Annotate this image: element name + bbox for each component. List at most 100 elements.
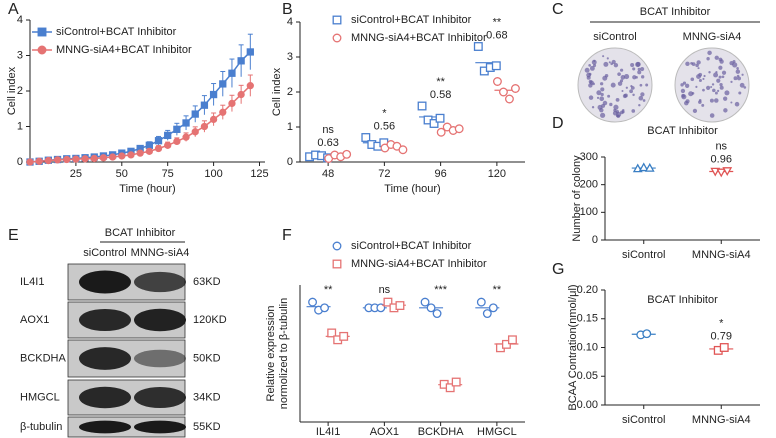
- data-point: [191, 128, 199, 136]
- data-point: [432, 309, 442, 318]
- data-point: [209, 115, 218, 124]
- blot-band: [79, 308, 131, 332]
- blot-band: [134, 420, 186, 434]
- colony: [638, 104, 641, 107]
- p-value-label: 0.63: [317, 137, 338, 149]
- blot: IL4I1 63KD AOX1 120KD BCKDHA 50KD HMGCL 34KD β-t…: [20, 263, 227, 438]
- y-axis-label: Cell index: [6, 66, 18, 115]
- legend-label: siControl+BCAT Inhibitor: [56, 26, 177, 38]
- colony: [743, 86, 747, 89]
- colony: [596, 96, 600, 99]
- x-axis-label: Time (hour): [119, 183, 175, 195]
- y-tick-label: 1: [17, 120, 23, 132]
- data-point: [445, 383, 455, 393]
- blot-band: [79, 270, 131, 294]
- y-tick-label: 0.10: [577, 341, 598, 353]
- y-axis-label: BCAA Contration(nmol/μl): [567, 284, 579, 410]
- data-point: [398, 145, 408, 155]
- significance-label: **: [436, 76, 445, 88]
- size-label: 63KD: [193, 276, 221, 288]
- size-label: 55KD: [193, 421, 221, 433]
- protein-label: IL4I1: [20, 276, 44, 288]
- legend-label: siControl+BCAT Inhibitor: [351, 14, 472, 26]
- blot-band: [134, 308, 186, 332]
- colony: [600, 92, 604, 97]
- data-point: [154, 137, 163, 145]
- data-point: [200, 122, 209, 131]
- lane-label: siControl: [593, 31, 636, 43]
- colony: [616, 111, 622, 117]
- colony: [620, 75, 626, 80]
- x-tick-label: MNNG-siA4: [692, 249, 751, 261]
- data-point: [182, 119, 190, 127]
- data-point: [501, 339, 511, 349]
- colony: [730, 101, 733, 104]
- colony: [703, 74, 706, 78]
- data-point: [716, 168, 727, 178]
- colony: [599, 96, 605, 102]
- significance-label: **: [493, 284, 502, 296]
- data-point: [451, 377, 461, 387]
- data-point: [173, 137, 181, 146]
- colony: [697, 67, 700, 70]
- colony: [680, 83, 684, 87]
- blot-band: [79, 386, 131, 409]
- colony: [711, 83, 715, 86]
- x-tick-label: 50: [116, 168, 128, 180]
- legend-label: MNNG-siA4+BCAT Inhibitor: [56, 44, 192, 56]
- x-tick-label: siControl: [622, 249, 665, 261]
- colony: [599, 82, 604, 86]
- data-point: [209, 90, 218, 99]
- blot-band: [134, 349, 186, 368]
- colony: [630, 63, 635, 68]
- colony: [610, 82, 616, 88]
- data-point: [383, 297, 393, 307]
- colony: [736, 66, 739, 70]
- data-point: [308, 297, 318, 307]
- x-axis-label: Time (hour): [384, 183, 440, 195]
- colony: [738, 91, 742, 95]
- y-tick-label: 3: [287, 51, 293, 63]
- colony: [714, 91, 718, 95]
- lane-label: siControl: [83, 247, 126, 259]
- data-point: [482, 309, 492, 318]
- y-axis-label: Relative expression: [265, 306, 277, 402]
- significance-label: **: [324, 284, 333, 296]
- colony: [710, 85, 713, 88]
- data-point: [108, 153, 117, 161]
- colony: [613, 104, 619, 110]
- colony: [600, 112, 606, 118]
- colony: [737, 76, 742, 81]
- colony: [741, 73, 744, 76]
- colony: [690, 61, 693, 65]
- x-tick-label: AOX1: [370, 426, 399, 438]
- p-value-label: 0.79: [711, 330, 732, 342]
- colony: [685, 61, 690, 67]
- colony: [695, 85, 698, 88]
- legend-label: MNNG-siA4+BCAT Inhibitor: [351, 32, 487, 44]
- blot-header: BCAT Inhibitor: [105, 227, 176, 239]
- data-point: [228, 69, 236, 77]
- colony: [723, 96, 728, 101]
- y-tick-label: 0.15: [577, 313, 598, 325]
- colony: [708, 71, 711, 74]
- data-point: [642, 329, 652, 339]
- colony: [716, 89, 720, 93]
- data-point: [510, 84, 520, 93]
- y-tick-label: 0.05: [577, 370, 598, 382]
- significance-label: *: [382, 107, 387, 119]
- data-point: [320, 303, 330, 313]
- size-label: 120KD: [193, 314, 227, 326]
- colony: [723, 108, 728, 113]
- data-point: [719, 343, 729, 352]
- colony: [713, 72, 719, 78]
- colony: [596, 90, 602, 96]
- colony: [635, 61, 641, 68]
- colony: [639, 83, 643, 87]
- colony: [721, 70, 727, 75]
- y-axis-label: Number of colony: [571, 155, 583, 242]
- data-point: [339, 331, 349, 341]
- y-tick-label: 0: [592, 234, 598, 246]
- y-tick-label: 4: [287, 16, 293, 28]
- colony: [695, 63, 699, 68]
